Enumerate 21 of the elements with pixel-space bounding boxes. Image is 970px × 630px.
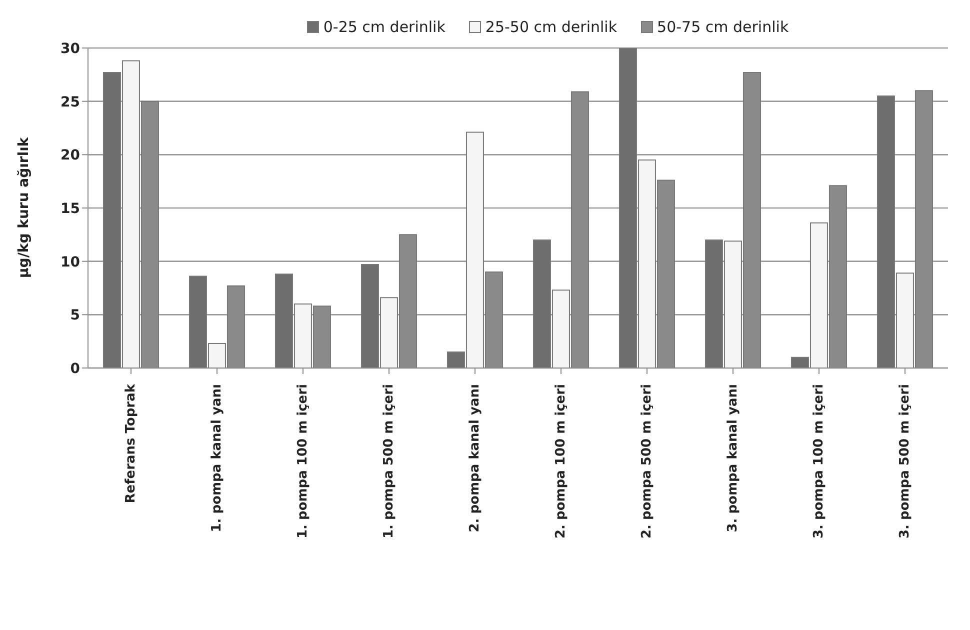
x-tick-label: Referans Toprak — [124, 384, 138, 504]
y-tick-label: 20 — [60, 148, 80, 164]
y-axis-title: µg/kg kuru ağırlık — [16, 136, 32, 278]
y-tick-label: 30 — [60, 40, 80, 57]
x-tick-label: 2. pompa 100 m içeri — [554, 384, 568, 538]
y-tick-label: 25 — [60, 94, 80, 110]
x-tick-label: 3. pompa 500 m içeri — [898, 384, 912, 538]
x-tick-label: 2. pompa 500 m içeri — [640, 384, 654, 538]
x-tick-label: 1. pompa kanal yanı — [210, 384, 224, 532]
y-tick-label: 15 — [60, 200, 80, 217]
y-tick-label: 10 — [60, 254, 80, 270]
x-tick-label: 1. pompa 500 m içeri — [382, 384, 396, 538]
x-tick-label: 2. pompa kanal yanı — [468, 384, 482, 532]
x-tick-label: 1. pompa 100 m içeri — [296, 384, 310, 538]
x-tick-label: 3. pompa 100 m içeri — [812, 384, 826, 538]
y-tick-label: 5 — [70, 308, 80, 324]
y-tick-label: 0 — [70, 360, 80, 377]
legend-label: 0-25 cm derinlik — [323, 18, 446, 36]
x-tick-label: 3. pompa kanal yanı — [726, 384, 740, 532]
legend-label: 50-75 cm derinlik — [657, 18, 789, 36]
legend-label: 25-50 cm derinlik — [485, 18, 618, 36]
